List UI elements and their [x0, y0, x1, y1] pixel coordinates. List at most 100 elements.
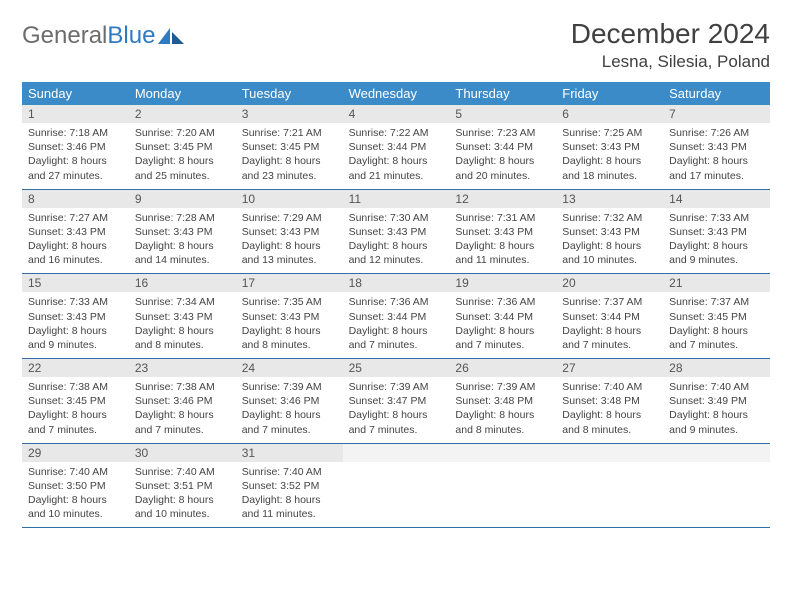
day-number-cell: 11	[343, 190, 450, 208]
day-content-cell: Sunrise: 7:40 AMSunset: 3:48 PMDaylight:…	[556, 377, 663, 443]
day-number-cell	[663, 444, 770, 462]
sunset-text: Sunset: 3:46 PM	[242, 394, 337, 408]
day-content-cell: Sunrise: 7:40 AMSunset: 3:50 PMDaylight:…	[22, 462, 129, 528]
calendar: Sunday Monday Tuesday Wednesday Thursday…	[22, 82, 770, 528]
daynum-row: 293031	[22, 444, 770, 462]
day-number-cell: 2	[129, 105, 236, 123]
day-content-cell: Sunrise: 7:34 AMSunset: 3:43 PMDaylight:…	[129, 292, 236, 358]
sunset-text: Sunset: 3:43 PM	[455, 225, 550, 239]
sunset-text: Sunset: 3:50 PM	[28, 479, 123, 493]
sunrise-text: Sunrise: 7:33 AM	[669, 211, 764, 225]
day-number-cell: 7	[663, 105, 770, 123]
day-content-cell: Sunrise: 7:39 AMSunset: 3:48 PMDaylight:…	[449, 377, 556, 443]
sunset-text: Sunset: 3:48 PM	[455, 394, 550, 408]
daylight-text-line1: Daylight: 8 hours	[242, 239, 337, 253]
logo-text-blue: Blue	[107, 22, 155, 50]
sunrise-text: Sunrise: 7:37 AM	[562, 295, 657, 309]
sunset-text: Sunset: 3:45 PM	[242, 140, 337, 154]
sunset-text: Sunset: 3:43 PM	[135, 310, 230, 324]
day-content-cell: Sunrise: 7:33 AMSunset: 3:43 PMDaylight:…	[22, 292, 129, 358]
day-content-cell: Sunrise: 7:37 AMSunset: 3:44 PMDaylight:…	[556, 292, 663, 358]
daylight-text-line1: Daylight: 8 hours	[349, 239, 444, 253]
day-number-cell: 17	[236, 274, 343, 292]
sunset-text: Sunset: 3:51 PM	[135, 479, 230, 493]
sunrise-text: Sunrise: 7:39 AM	[455, 380, 550, 394]
daylight-text-line1: Daylight: 8 hours	[669, 239, 764, 253]
sunrise-text: Sunrise: 7:32 AM	[562, 211, 657, 225]
day-number-cell: 21	[663, 274, 770, 292]
day-content-cell	[663, 462, 770, 528]
day-content-cell: Sunrise: 7:36 AMSunset: 3:44 PMDaylight:…	[343, 292, 450, 358]
sunrise-text: Sunrise: 7:39 AM	[349, 380, 444, 394]
day-number-cell: 5	[449, 105, 556, 123]
sunset-text: Sunset: 3:43 PM	[242, 310, 337, 324]
daylight-text-line2: and 10 minutes.	[28, 507, 123, 521]
day-number-cell: 31	[236, 444, 343, 462]
sunrise-text: Sunrise: 7:34 AM	[135, 295, 230, 309]
daylight-text-line1: Daylight: 8 hours	[135, 154, 230, 168]
daylight-text-line1: Daylight: 8 hours	[349, 154, 444, 168]
sunset-text: Sunset: 3:43 PM	[562, 225, 657, 239]
daylight-text-line1: Daylight: 8 hours	[135, 493, 230, 507]
weekday-header: Tuesday	[236, 82, 343, 105]
sunset-text: Sunset: 3:44 PM	[562, 310, 657, 324]
sunset-text: Sunset: 3:43 PM	[242, 225, 337, 239]
sunrise-text: Sunrise: 7:40 AM	[28, 465, 123, 479]
daylight-text-line2: and 20 minutes.	[455, 169, 550, 183]
day-number-cell	[343, 444, 450, 462]
sunrise-text: Sunrise: 7:27 AM	[28, 211, 123, 225]
day-content-cell: Sunrise: 7:26 AMSunset: 3:43 PMDaylight:…	[663, 123, 770, 189]
weekday-header: Sunday	[22, 82, 129, 105]
daylight-text-line1: Daylight: 8 hours	[135, 239, 230, 253]
sunrise-text: Sunrise: 7:36 AM	[455, 295, 550, 309]
day-content-cell: Sunrise: 7:39 AMSunset: 3:46 PMDaylight:…	[236, 377, 343, 443]
sunrise-text: Sunrise: 7:40 AM	[562, 380, 657, 394]
daylight-text-line1: Daylight: 8 hours	[455, 408, 550, 422]
daylight-text-line2: and 11 minutes.	[455, 253, 550, 267]
daylight-text-line2: and 7 minutes.	[669, 338, 764, 352]
location-text: Lesna, Silesia, Poland	[571, 52, 770, 72]
daylight-text-line2: and 9 minutes.	[669, 423, 764, 437]
day-number-cell	[449, 444, 556, 462]
sunset-text: Sunset: 3:43 PM	[28, 310, 123, 324]
day-content-cell: Sunrise: 7:29 AMSunset: 3:43 PMDaylight:…	[236, 208, 343, 274]
weekday-header: Monday	[129, 82, 236, 105]
sunrise-text: Sunrise: 7:28 AM	[135, 211, 230, 225]
sunset-text: Sunset: 3:44 PM	[349, 140, 444, 154]
month-title: December 2024	[571, 18, 770, 50]
daylight-text-line2: and 8 minutes.	[455, 423, 550, 437]
day-number-cell: 4	[343, 105, 450, 123]
day-content-cell: Sunrise: 7:40 AMSunset: 3:49 PMDaylight:…	[663, 377, 770, 443]
day-content-cell: Sunrise: 7:23 AMSunset: 3:44 PMDaylight:…	[449, 123, 556, 189]
daylight-text-line1: Daylight: 8 hours	[135, 324, 230, 338]
day-number-cell: 28	[663, 359, 770, 377]
sunrise-text: Sunrise: 7:38 AM	[28, 380, 123, 394]
day-content-cell: Sunrise: 7:25 AMSunset: 3:43 PMDaylight:…	[556, 123, 663, 189]
day-number-cell: 22	[22, 359, 129, 377]
day-content-cell	[449, 462, 556, 528]
day-content-cell: Sunrise: 7:38 AMSunset: 3:45 PMDaylight:…	[22, 377, 129, 443]
sunset-text: Sunset: 3:46 PM	[28, 140, 123, 154]
daylight-text-line1: Daylight: 8 hours	[135, 408, 230, 422]
day-number-cell: 8	[22, 190, 129, 208]
sunrise-text: Sunrise: 7:36 AM	[349, 295, 444, 309]
content-row: Sunrise: 7:40 AMSunset: 3:50 PMDaylight:…	[22, 462, 770, 529]
daylight-text-line2: and 8 minutes.	[135, 338, 230, 352]
daylight-text-line2: and 27 minutes.	[28, 169, 123, 183]
daylight-text-line1: Daylight: 8 hours	[455, 324, 550, 338]
daylight-text-line1: Daylight: 8 hours	[669, 154, 764, 168]
daylight-text-line2: and 10 minutes.	[562, 253, 657, 267]
day-content-cell: Sunrise: 7:31 AMSunset: 3:43 PMDaylight:…	[449, 208, 556, 274]
title-block: December 2024 Lesna, Silesia, Poland	[571, 18, 770, 72]
day-content-cell: Sunrise: 7:38 AMSunset: 3:46 PMDaylight:…	[129, 377, 236, 443]
day-content-cell: Sunrise: 7:27 AMSunset: 3:43 PMDaylight:…	[22, 208, 129, 274]
sunrise-text: Sunrise: 7:37 AM	[669, 295, 764, 309]
weekday-header: Friday	[556, 82, 663, 105]
daylight-text-line1: Daylight: 8 hours	[28, 493, 123, 507]
sunset-text: Sunset: 3:43 PM	[669, 140, 764, 154]
sunrise-text: Sunrise: 7:38 AM	[135, 380, 230, 394]
day-content-cell: Sunrise: 7:28 AMSunset: 3:43 PMDaylight:…	[129, 208, 236, 274]
day-content-cell: Sunrise: 7:21 AMSunset: 3:45 PMDaylight:…	[236, 123, 343, 189]
daylight-text-line1: Daylight: 8 hours	[242, 493, 337, 507]
day-number-cell: 13	[556, 190, 663, 208]
